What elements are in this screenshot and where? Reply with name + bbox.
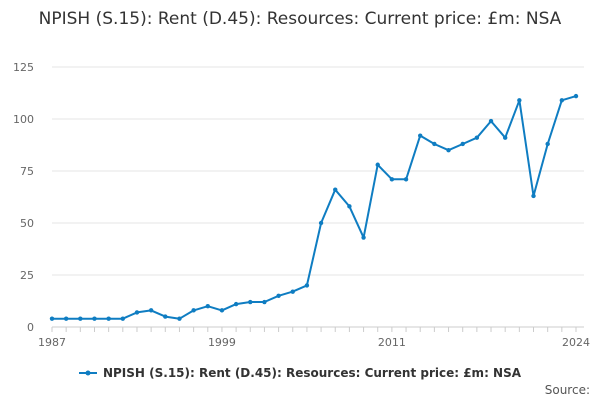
data-point[interactable]: [573, 93, 579, 99]
data-point[interactable]: [403, 177, 409, 182]
data-point[interactable]: [205, 304, 210, 309]
data-point[interactable]: [361, 235, 366, 240]
data-point[interactable]: [502, 135, 508, 140]
data-point[interactable]: [290, 289, 295, 294]
data-point[interactable]: [106, 316, 111, 321]
data-point[interactable]: [474, 135, 480, 140]
data-point[interactable]: [545, 141, 550, 147]
legend[interactable]: NPISH (S.15): Rent (D.45): Resources: Cu…: [0, 366, 600, 380]
data-point[interactable]: [63, 316, 69, 321]
data-point[interactable]: [92, 316, 97, 321]
data-point[interactable]: [248, 299, 253, 305]
data-point[interactable]: [418, 133, 423, 138]
data-point[interactable]: [531, 193, 536, 199]
data-point[interactable]: [460, 141, 465, 147]
data-point[interactable]: [333, 187, 338, 192]
x-tick-label: 1999: [208, 336, 236, 349]
data-point[interactable]: [488, 118, 494, 124]
y-tick-label: 25: [20, 269, 34, 282]
data-point[interactable]: [318, 220, 324, 226]
data-point[interactable]: [446, 148, 451, 153]
data-point[interactable]: [134, 310, 140, 315]
y-tick-label: 50: [20, 217, 34, 230]
chart-title: NPISH (S.15): Rent (D.45): Resources: Cu…: [38, 9, 562, 29]
x-tick-label: 2024: [562, 336, 590, 349]
data-point[interactable]: [49, 316, 55, 321]
data-point[interactable]: [219, 308, 225, 313]
x-tick-label: 1987: [38, 336, 66, 349]
grid-lines: [52, 66, 584, 276]
data-point[interactable]: [559, 98, 565, 103]
data-point[interactable]: [148, 308, 154, 313]
data-point[interactable]: [163, 314, 168, 319]
data-point[interactable]: [389, 177, 395, 182]
data-point[interactable]: [432, 141, 437, 147]
data-point[interactable]: [262, 299, 267, 305]
y-axis: 0 25 50 75 100 125: [13, 61, 34, 334]
series-line: [52, 95, 577, 320]
data-point[interactable]: [191, 308, 196, 313]
data-point[interactable]: [78, 316, 83, 321]
data-point[interactable]: [233, 301, 239, 307]
data-point[interactable]: [517, 98, 522, 103]
data-point[interactable]: [375, 162, 380, 167]
x-axis: 1987 1999 2011 2024: [38, 326, 590, 349]
x-tick-label: 2011: [378, 336, 406, 349]
data-point[interactable]: [347, 204, 352, 209]
data-point[interactable]: [304, 283, 310, 288]
data-point[interactable]: [120, 316, 126, 321]
data-point[interactable]: [276, 293, 281, 298]
plot-area: [49, 93, 579, 321]
y-tick-label: 125: [13, 61, 34, 74]
y-tick-label: 100: [13, 113, 34, 126]
y-tick-label: 0: [27, 321, 34, 334]
source-label: Source:: [544, 383, 590, 397]
data-point[interactable]: [177, 316, 182, 321]
y-tick-label: 75: [20, 165, 34, 178]
legend-swatch: [78, 370, 97, 376]
legend-label: NPISH (S.15): Rent (D.45): Resources: Cu…: [102, 366, 522, 380]
